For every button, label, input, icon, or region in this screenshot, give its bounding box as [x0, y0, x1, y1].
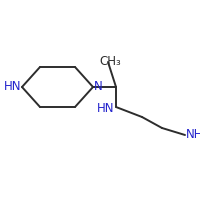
- Text: HN: HN: [96, 102, 114, 114]
- Text: HN: HN: [4, 80, 21, 94]
- Text: N: N: [94, 80, 103, 94]
- Text: NH₂: NH₂: [186, 129, 200, 142]
- Text: CH₃: CH₃: [99, 55, 121, 68]
